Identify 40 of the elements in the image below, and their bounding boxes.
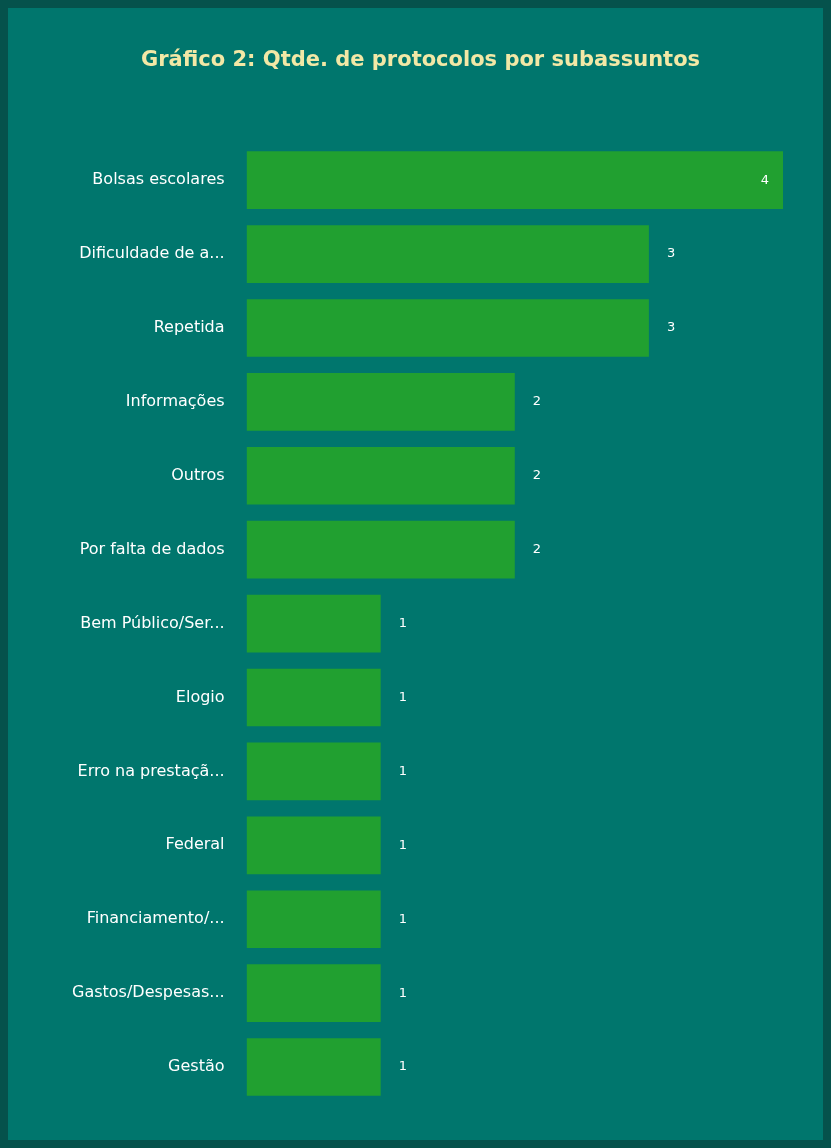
- bar: [246, 1038, 381, 1096]
- y-tick-label: Repetida: [153, 317, 225, 337]
- data-label: 3: [666, 245, 676, 261]
- y-tick-label: Bem Público/Ser...: [80, 612, 225, 632]
- data-label: 4: [760, 171, 770, 187]
- y-tick-label: Por falta de dados: [79, 538, 225, 558]
- y-tick-label: Informações: [125, 391, 225, 411]
- data-label: 1: [398, 836, 407, 852]
- y-tick-label: Dificuldade de a...: [79, 243, 225, 263]
- data-label: 1: [398, 688, 407, 704]
- bar: [246, 225, 649, 283]
- data-label: 2: [532, 467, 542, 483]
- data-label: 2: [532, 541, 542, 557]
- data-label: 1: [398, 984, 407, 1000]
- bar: [246, 520, 515, 579]
- data-label: 1: [398, 614, 407, 630]
- bar: [246, 373, 515, 431]
- bar: [246, 890, 381, 949]
- bar: [246, 668, 381, 727]
- y-tick-label: Gestão: [168, 1056, 225, 1076]
- bar: [246, 816, 381, 875]
- data-label: 3: [666, 319, 676, 335]
- data-label: 2: [532, 393, 542, 409]
- data-label: 1: [398, 762, 407, 778]
- data-label: 1: [398, 1058, 407, 1074]
- bar: [246, 446, 515, 505]
- bar: [246, 964, 381, 1022]
- chart-title: Gráfico 2: Qtde. de protocolos por subassuntos: [140, 47, 701, 72]
- bar: [246, 594, 381, 653]
- y-tick-label: Erro na prestaçã...: [77, 760, 225, 780]
- y-tick-label: Elogio: [175, 686, 225, 706]
- bar: [246, 299, 649, 357]
- y-tick-label: Financiamento/...: [86, 908, 225, 928]
- bar: [246, 742, 381, 801]
- y-tick-label: Outros: [171, 464, 225, 484]
- y-tick-label: Bolsas escolares: [92, 169, 225, 189]
- data-label: 1: [398, 910, 407, 926]
- y-tick-label: Gastos/Despesas...: [72, 982, 225, 1002]
- bar: [246, 151, 783, 209]
- y-tick-label: Federal: [165, 834, 225, 854]
